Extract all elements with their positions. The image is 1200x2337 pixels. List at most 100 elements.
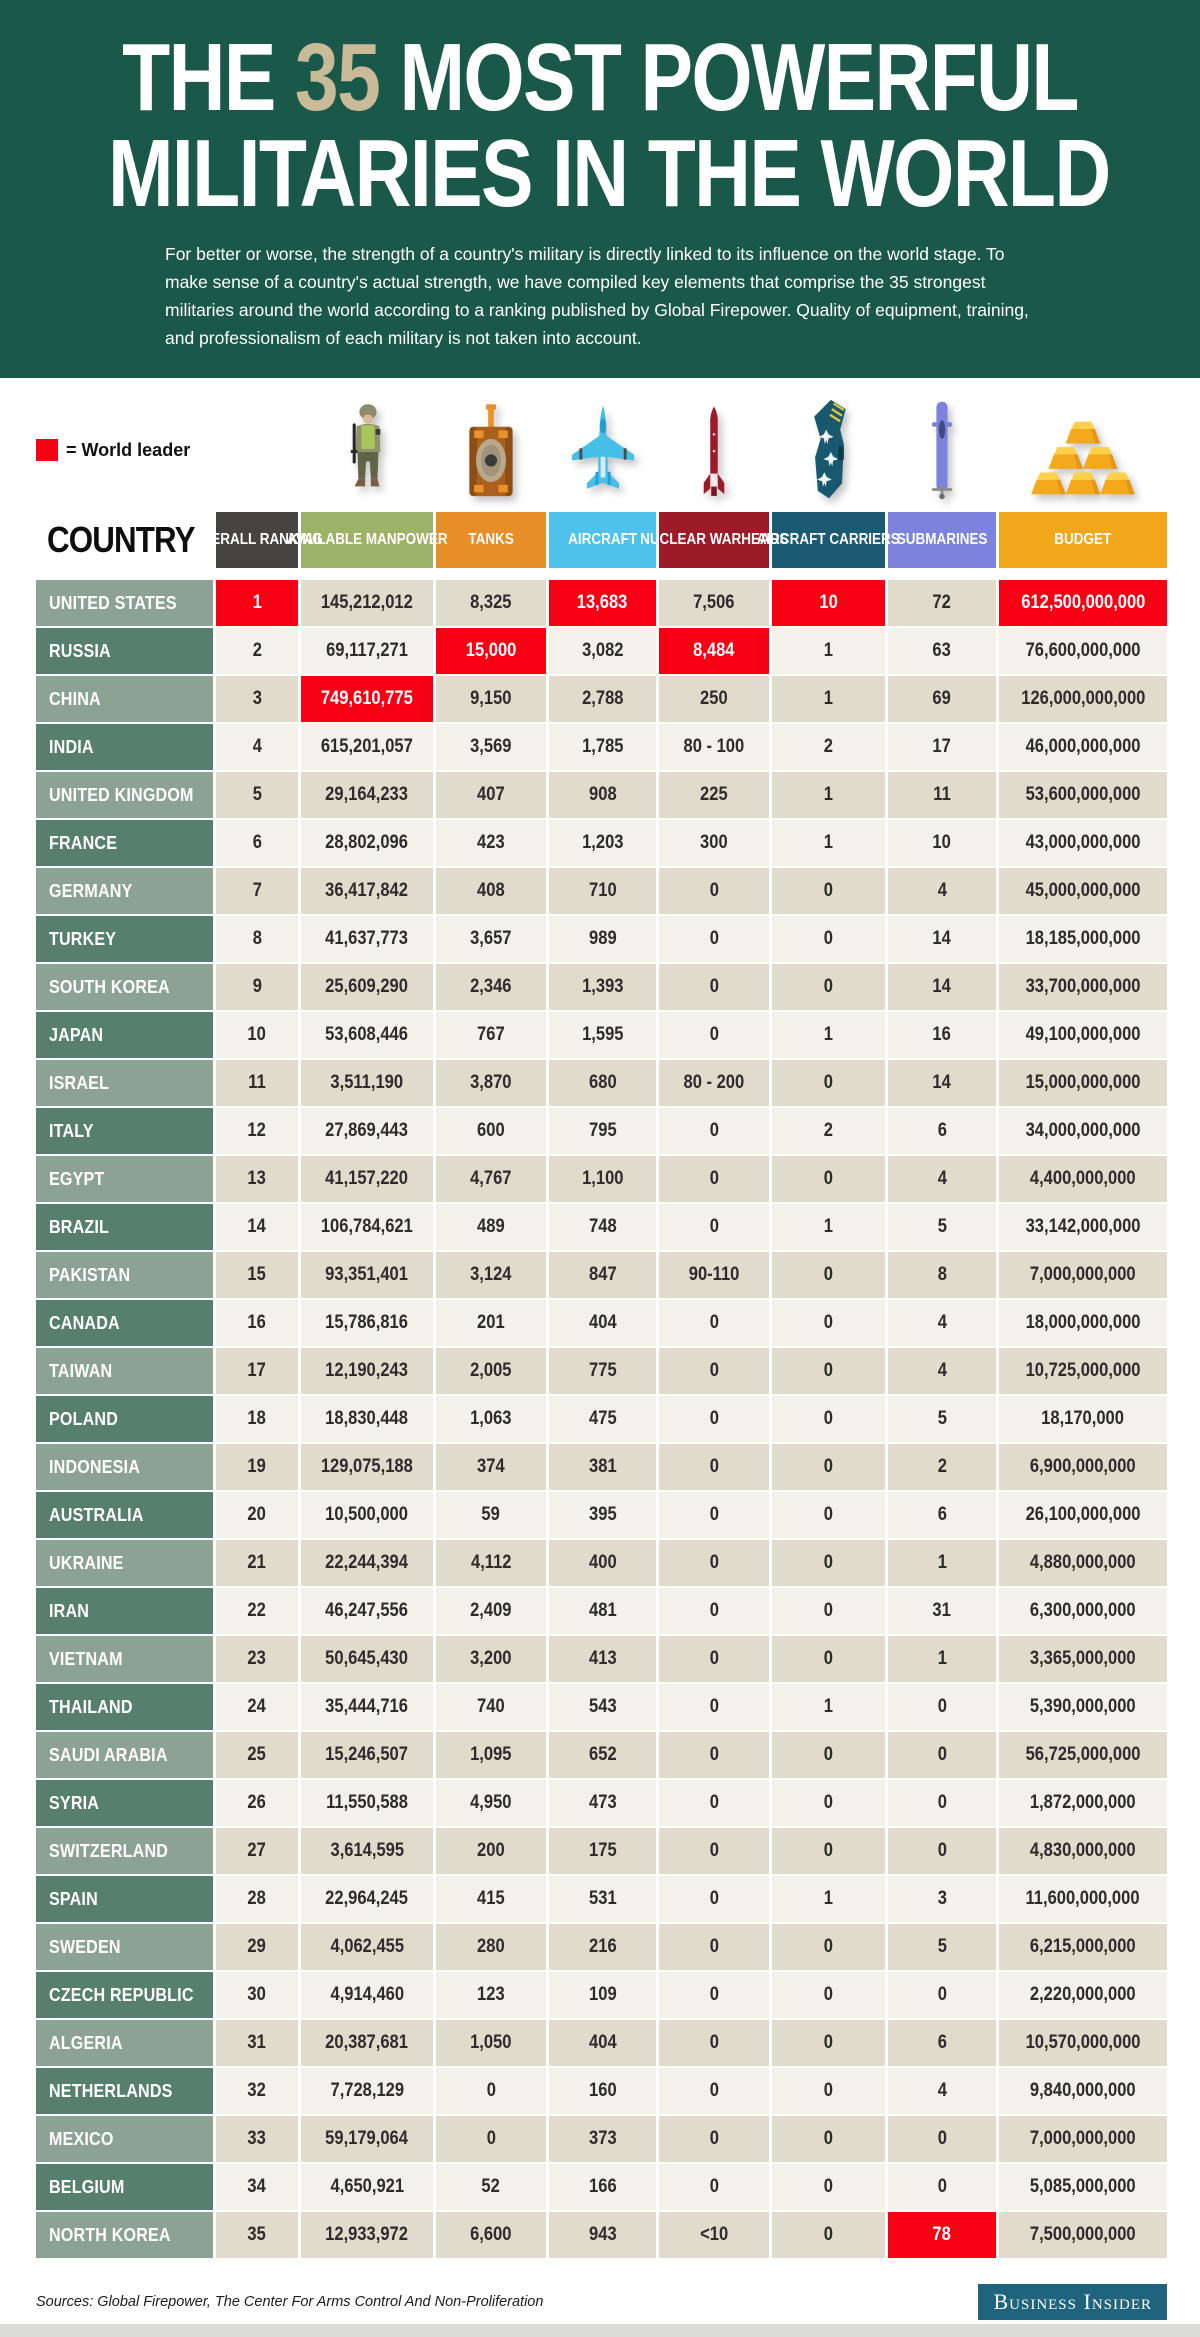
cell-value: 374 [477, 1456, 505, 1477]
manpower-value-cell: 12,933,972 [301, 2212, 433, 2258]
aircraft-carrier-icon [813, 399, 846, 499]
carriers-value-cell: 0 [772, 2212, 885, 2258]
table-row: SWEDEN 29 4,062,455 280 216 0 0 5 6,215,000,000 [36, 1924, 1167, 1970]
gold-bars-icon [1031, 421, 1135, 495]
cell-value: 0 [823, 1504, 834, 1525]
cell-value: 4,650,921 [330, 2176, 404, 2197]
cell-value: 473 [588, 1792, 617, 1813]
cell-value: 908 [588, 784, 617, 805]
cell-value: 43,000,000,000 [1025, 832, 1141, 853]
nuclear-value-cell: 0 [659, 1732, 769, 1778]
column-header-submarines: SUBMARINES [888, 512, 996, 568]
country-name: CHINA [49, 688, 101, 709]
cell-value: 0 [823, 928, 834, 949]
ranking-value-cell: 2 [216, 628, 298, 674]
manpower-value-cell: 22,244,394 [301, 1540, 433, 1586]
cell-value: 489 [477, 1216, 505, 1237]
soldier-icon [350, 404, 381, 487]
tanks-value-cell: 600 [436, 1108, 546, 1154]
cell-value: 16 [932, 1024, 952, 1045]
business-insider-logo: Business Insider [978, 2284, 1167, 2320]
cell-value: 4 [252, 736, 262, 757]
cell-value: 0 [709, 2080, 719, 2101]
tanks-value-cell: 423 [436, 820, 546, 866]
cell-value: 404 [588, 1312, 617, 1333]
carriers-value-cell: 0 [772, 1396, 885, 1442]
ranking-value-cell: 7 [216, 868, 298, 914]
budget-value-cell: 33,700,000,000 [999, 964, 1167, 1010]
submarines-value-cell: 31 [888, 1588, 996, 1634]
cell-value: 14 [932, 1072, 952, 1093]
cell-value: 0 [709, 1936, 719, 1957]
country-cell: UKRAINE [36, 1540, 213, 1586]
cell-value: 749,610,775 [321, 688, 413, 709]
nuclear-value-cell: 90-110 [659, 1252, 769, 1298]
country-cell: INDONESIA [36, 1444, 213, 1490]
cell-value: 1 [823, 688, 834, 709]
cell-value: 12,190,243 [325, 1360, 409, 1381]
submarines-value-cell: 5 [888, 1204, 996, 1250]
budget-value-cell: 10,725,000,000 [999, 1348, 1167, 1394]
table-row: TURKEY 8 41,637,773 3,657 989 0 0 14 18,185,000,… [36, 916, 1167, 962]
aircraft-value-cell: 395 [549, 1492, 656, 1538]
ranking-value-cell: 30 [216, 1972, 298, 2018]
column-header-label: AIRCRAFT CARRIERS [756, 531, 901, 549]
table-row: IRAN 22 46,247,556 2,409 481 0 0 31 6,300,000,00… [36, 1588, 1167, 1634]
cell-value: 14 [932, 976, 952, 997]
cell-value: 0 [823, 2176, 834, 2197]
cell-value: 0 [823, 2032, 834, 2053]
ranking-value-cell: 31 [216, 2020, 298, 2066]
carriers-value-cell: 1 [772, 628, 885, 674]
cell-value: 612,500,000,000 [1020, 592, 1146, 613]
aircraft-value-cell: 413 [549, 1636, 656, 1682]
ranking-value-cell: 8 [216, 916, 298, 962]
carriers-value-cell: 1 [772, 820, 885, 866]
cell-value: 3,200 [470, 1648, 512, 1669]
ranking-value-cell: 13 [216, 1156, 298, 1202]
cell-value: 7 [252, 880, 262, 901]
tanks-value-cell: 123 [436, 1972, 546, 2018]
nuclear-value-cell: 8,484 [659, 628, 769, 674]
nuclear-value-cell: 80 - 200 [659, 1060, 769, 1106]
submarines-value-cell: 6 [888, 1492, 996, 1538]
cell-value: 4 [937, 1168, 947, 1189]
cell-value: 0 [709, 1648, 719, 1669]
submarines-value-cell: 4 [888, 2068, 996, 2114]
cell-value: 0 [709, 2176, 719, 2197]
manpower-value-cell: 29,164,233 [301, 772, 433, 818]
country-name: TURKEY [49, 928, 117, 949]
aircraft-value-cell: 400 [549, 1540, 656, 1586]
cell-value: 41,157,220 [325, 1168, 409, 1189]
cell-value: 1 [252, 592, 262, 613]
cell-value: 4,914,460 [330, 1984, 404, 2005]
cell-value: 93,351,401 [325, 1264, 409, 1285]
intro-paragraph: For better or worse, the strength of a c… [165, 244, 1029, 348]
cell-value: 0 [823, 1840, 834, 1861]
tanks-value-cell: 6,600 [436, 2212, 546, 2258]
fighter-jet-icon [571, 405, 634, 489]
ranking-value-cell: 24 [216, 1684, 298, 1730]
submarines-value-cell: 0 [888, 1828, 996, 1874]
column-header-aircraft: AIRCRAFT [549, 512, 656, 568]
cell-value: 14 [932, 928, 952, 949]
nuclear-value-cell: 0 [659, 1588, 769, 1634]
carriers-value-cell: 0 [772, 1780, 885, 1826]
budget-value-cell: 33,142,000,000 [999, 1204, 1167, 1250]
table-row: ITALY 12 27,869,443 600 795 0 2 6 34,000,000,000 [36, 1108, 1167, 1154]
cell-value: 4,767 [470, 1168, 512, 1189]
cell-value: 0 [823, 1936, 834, 1957]
cell-value: 1 [937, 1552, 947, 1573]
title-pre: THE [122, 24, 295, 131]
cell-value: 0 [709, 1312, 719, 1333]
manpower-value-cell: 3,614,595 [301, 1828, 433, 1874]
budget-value-cell: 18,170,000 [999, 1396, 1167, 1442]
tanks-value-cell: 415 [436, 1876, 546, 1922]
country-header-label: COUNTRY [47, 519, 195, 560]
column-header-tanks: TANKS [436, 512, 546, 568]
budget-value-cell: 34,000,000,000 [999, 1108, 1167, 1154]
country-name: FRANCE [49, 832, 118, 853]
aircraft-value-cell: 381 [549, 1444, 656, 1490]
bottom-strip [0, 2324, 1200, 2337]
aircraft-value-cell: 160 [549, 2068, 656, 2114]
country-name: SAUDI ARABIA [49, 1744, 168, 1765]
